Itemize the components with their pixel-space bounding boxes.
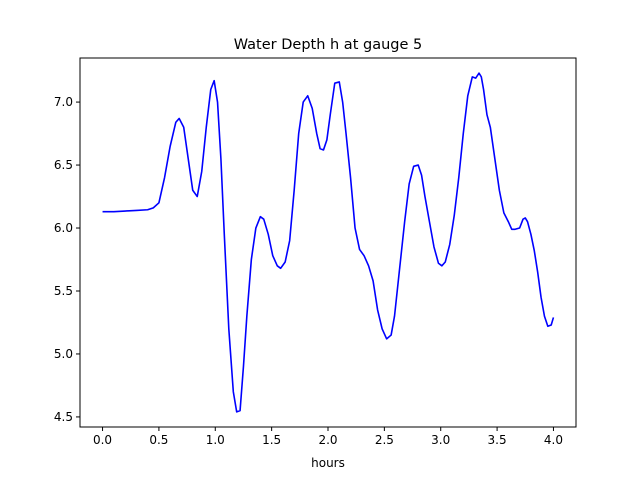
- y-tick-label: 5.0: [54, 347, 73, 361]
- y-tick-label: 6.5: [54, 158, 73, 172]
- x-tick-label: 1.0: [206, 433, 225, 447]
- x-tick-label: 2.5: [375, 433, 394, 447]
- y-tick-label: 7.0: [54, 95, 73, 109]
- y-tick-label: 4.5: [54, 410, 73, 424]
- y-tick-label: 5.5: [54, 284, 73, 298]
- chart-title: Water Depth h at gauge 5: [234, 37, 422, 53]
- x-tick-label: 1.5: [262, 433, 281, 447]
- x-tick-label: 4.0: [544, 433, 563, 447]
- series-layer: [102, 72, 555, 413]
- y-axis-ticks: 4.5 5.0 5.5 6.0 6.5 7.0: [54, 95, 80, 424]
- y-tick-label: 6.0: [54, 221, 73, 235]
- plot-frame: [79, 57, 577, 428]
- x-tick-label: 0.0: [93, 433, 112, 447]
- x-tick-label: 0.5: [149, 433, 168, 447]
- x-axis-label: hours: [311, 456, 345, 470]
- x-tick-label: 2.0: [318, 433, 337, 447]
- x-tick-label: 3.0: [431, 433, 450, 447]
- x-tick-label: 3.5: [488, 433, 507, 447]
- series-line: [102, 72, 555, 413]
- x-axis-ticks: 0.0 0.5 1.0 1.5 2.0 2.5 3.0 3.5 4.0: [93, 427, 563, 447]
